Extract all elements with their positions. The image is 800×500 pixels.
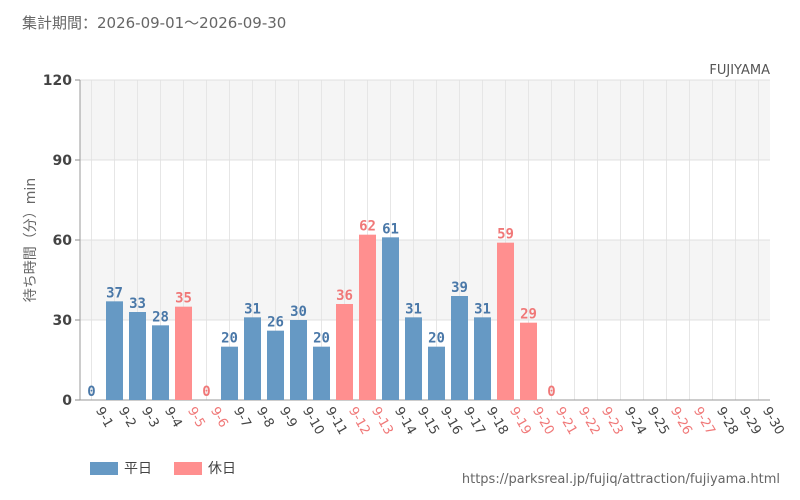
legend-holiday-swatch: [174, 461, 202, 475]
legend-holiday: 休日: [174, 458, 236, 478]
grid-band: [80, 80, 770, 160]
period-label: 集計期間：2026-09-01～2026-09-30: [22, 14, 287, 32]
x-tick-label: 9-10: [299, 405, 327, 438]
bar-value-label: 31: [474, 301, 491, 317]
bar: [152, 325, 169, 400]
x-tick-label: 9-4: [161, 405, 185, 431]
x-tick-label: 9-2: [115, 405, 139, 431]
x-tick-label: 9-16: [437, 405, 465, 438]
bar-value-label: 29: [520, 307, 537, 323]
bar-value-label: 37: [106, 285, 123, 301]
bar: [336, 304, 353, 400]
x-tick-label: 9-13: [368, 405, 396, 438]
x-tick-label: 9-11: [322, 405, 350, 438]
bar: [497, 242, 514, 400]
bar-value-label: 0: [547, 384, 555, 400]
bar: [290, 320, 307, 400]
y-tick-label: 90: [53, 153, 73, 169]
bar-value-label: 20: [428, 331, 445, 347]
bar: [428, 346, 445, 400]
bar-value-label: 61: [382, 221, 399, 237]
x-tick-label: 9-24: [621, 405, 649, 438]
bar-value-label: 20: [313, 331, 330, 347]
source-link[interactable]: https://parksreal.jp/fujiq/attraction/fu…: [461, 472, 780, 487]
bar: [175, 306, 192, 400]
chart-title: FUJIYAMA: [709, 63, 770, 78]
bar: [129, 312, 146, 400]
bar-value-label: 36: [336, 288, 353, 304]
bar: [451, 296, 468, 400]
bar-value-label: 59: [497, 227, 514, 243]
x-tick-label: 9-29: [736, 405, 764, 438]
x-tick-label: 9-9: [276, 405, 300, 431]
bar: [520, 322, 537, 400]
y-axis-label: 待ち時間（分）min: [23, 178, 39, 302]
bar-value-label: 62: [359, 219, 376, 235]
x-tick-label: 9-22: [575, 405, 603, 438]
x-tick-label: 9-6: [207, 405, 231, 431]
bar-value-label: 31: [244, 301, 261, 317]
bar: [267, 330, 284, 400]
bar: [106, 301, 123, 400]
bar-value-label: 0: [87, 384, 95, 400]
x-tick-label: 9-14: [391, 405, 419, 438]
x-tick-label: 9-20: [529, 405, 557, 438]
bar-value-label: 20: [221, 331, 238, 347]
y-tick-label: 30: [53, 313, 73, 329]
bar: [405, 317, 422, 400]
bar-value-label: 39: [451, 280, 468, 296]
legend-weekday: 平日: [90, 458, 152, 478]
bar: [474, 317, 491, 400]
bar-value-label: 33: [129, 296, 146, 312]
x-tick-label: 9-15: [414, 405, 442, 438]
bar-value-label: 35: [175, 291, 192, 307]
x-tick-label: 9-21: [552, 405, 580, 438]
x-tick-label: 9-5: [184, 405, 208, 431]
x-tick-label: 9-7: [230, 405, 254, 431]
x-tick-label: 9-3: [138, 405, 162, 431]
bar: [244, 317, 261, 400]
x-tick-label: 9-28: [713, 405, 741, 438]
x-tick-label: 9-1: [92, 405, 116, 431]
bar-value-label: 28: [152, 309, 169, 325]
bar-value-label: 30: [290, 304, 307, 320]
grid-band: [80, 240, 770, 320]
bar-value-label: 26: [267, 315, 284, 331]
x-tick-label: 9-18: [483, 405, 511, 438]
x-tick-label: 9-17: [460, 405, 488, 438]
y-tick-label: 0: [62, 393, 72, 409]
x-tick-label: 9-25: [644, 405, 672, 438]
y-tick-label: 60: [53, 233, 73, 249]
x-tick-label: 9-27: [690, 405, 718, 438]
x-tick-label: 9-8: [253, 405, 277, 431]
x-tick-label: 9-12: [345, 405, 373, 438]
x-tick-label: 9-30: [759, 405, 787, 438]
y-tick-label: 120: [43, 73, 72, 89]
bar-value-label: 0: [202, 384, 210, 400]
x-tick-label: 9-19: [506, 405, 534, 438]
bar: [359, 234, 376, 400]
legend: 平日 休日: [90, 458, 258, 478]
bar: [313, 346, 330, 400]
legend-weekday-label: 平日: [124, 461, 152, 477]
bar: [382, 237, 399, 400]
legend-holiday-label: 休日: [208, 461, 236, 477]
bar: [221, 346, 238, 400]
x-tick-label: 9-23: [598, 405, 626, 438]
bar-value-label: 31: [405, 301, 422, 317]
legend-weekday-swatch: [90, 461, 118, 475]
x-tick-label: 9-26: [667, 405, 695, 438]
